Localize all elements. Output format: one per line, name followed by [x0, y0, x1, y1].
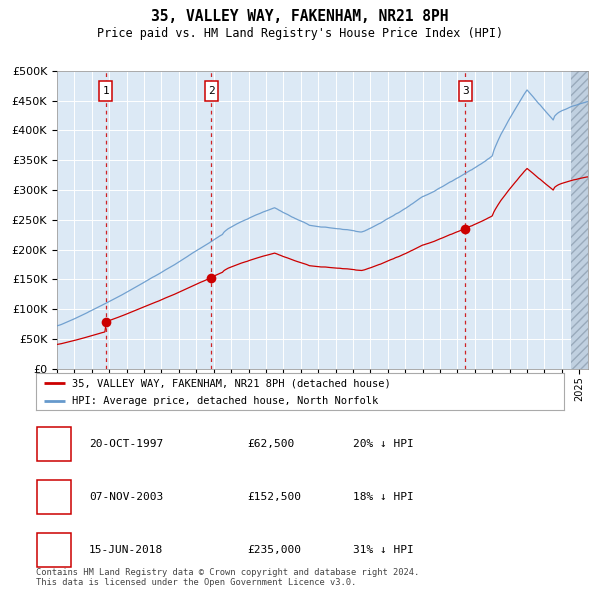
Text: Contains HM Land Registry data © Crown copyright and database right 2024.
This d: Contains HM Land Registry data © Crown c… [36, 568, 419, 587]
Text: 3: 3 [462, 86, 469, 96]
Text: 31% ↓ HPI: 31% ↓ HPI [353, 545, 413, 555]
FancyBboxPatch shape [205, 81, 218, 100]
FancyBboxPatch shape [459, 81, 472, 100]
Text: 15-JUN-2018: 15-JUN-2018 [89, 545, 163, 555]
Text: HPI: Average price, detached house, North Norfolk: HPI: Average price, detached house, Nort… [72, 396, 378, 406]
FancyBboxPatch shape [37, 427, 71, 461]
FancyBboxPatch shape [37, 480, 71, 514]
Text: £152,500: £152,500 [247, 492, 301, 502]
FancyBboxPatch shape [37, 533, 71, 567]
FancyBboxPatch shape [99, 81, 112, 100]
Text: 18% ↓ HPI: 18% ↓ HPI [353, 492, 413, 502]
Text: 2: 2 [208, 86, 214, 96]
Text: 35, VALLEY WAY, FAKENHAM, NR21 8PH: 35, VALLEY WAY, FAKENHAM, NR21 8PH [151, 9, 449, 24]
Text: £62,500: £62,500 [247, 439, 295, 449]
Text: 20% ↓ HPI: 20% ↓ HPI [353, 439, 413, 449]
Text: 1: 1 [51, 439, 58, 449]
Text: £235,000: £235,000 [247, 545, 301, 555]
Text: 2: 2 [51, 492, 58, 502]
Text: 35, VALLEY WAY, FAKENHAM, NR21 8PH (detached house): 35, VALLEY WAY, FAKENHAM, NR21 8PH (deta… [72, 378, 391, 388]
Bar [571, 71, 588, 369]
Text: 07-NOV-2003: 07-NOV-2003 [89, 492, 163, 502]
Text: 3: 3 [51, 545, 58, 555]
Text: 20-OCT-1997: 20-OCT-1997 [89, 439, 163, 449]
Text: Price paid vs. HM Land Registry's House Price Index (HPI): Price paid vs. HM Land Registry's House … [97, 27, 503, 40]
Text: 1: 1 [103, 86, 109, 96]
